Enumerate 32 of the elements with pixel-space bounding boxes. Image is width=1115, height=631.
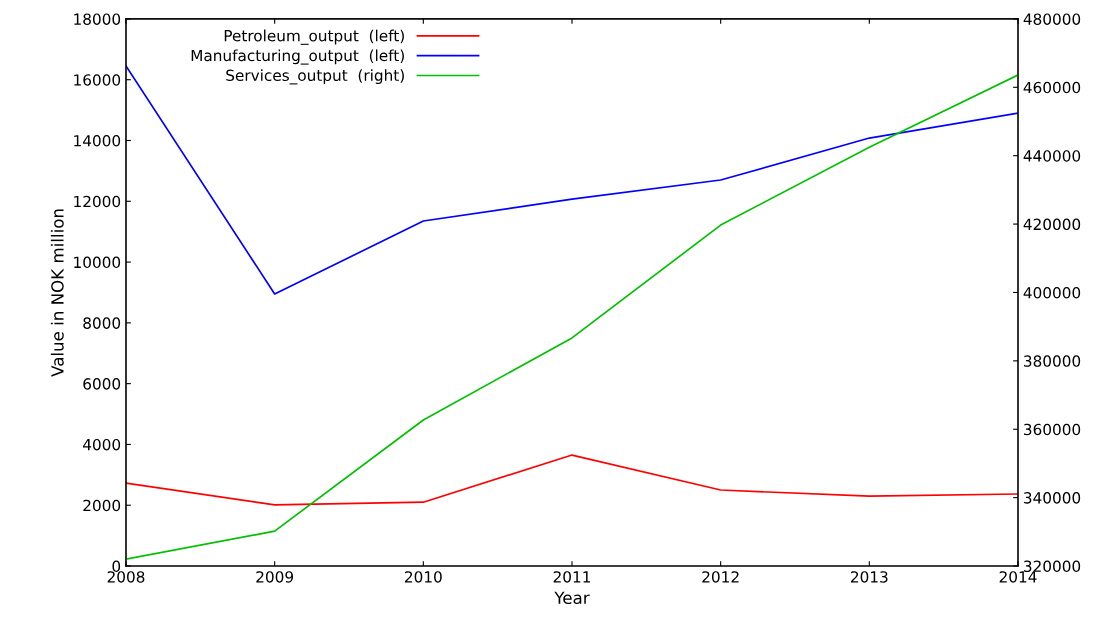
y2-tick-label: 420000 — [1023, 218, 1081, 231]
x-tick-label: 2013 — [851, 571, 888, 583]
y-tick-label: 6000 — [83, 378, 121, 390]
y2-tick-label: 460000 — [1023, 81, 1081, 94]
x-tick-label: 2014 — [999, 571, 1037, 583]
y2-tick-label: 380000 — [1024, 355, 1081, 367]
y2-tick-label: 360000 — [1024, 423, 1081, 436]
x-tick-label: 2009 — [256, 571, 294, 583]
y2-tick-label: 480000 — [1023, 13, 1081, 25]
y2-tick-label: 400000 — [1023, 286, 1081, 299]
x-tick-label: 2011 — [553, 571, 591, 583]
y-tick-label: 18000 — [74, 13, 121, 25]
y-tick-label: 10000 — [74, 256, 121, 269]
line-series — [126, 65, 1018, 295]
line-series — [126, 454, 1018, 506]
y-tick-label: 4000 — [83, 438, 121, 451]
y-tick-label: 8000 — [83, 317, 121, 329]
y-axis-title: Value in NOK million — [50, 209, 64, 377]
y2-tick-label: 440000 — [1023, 150, 1081, 162]
x-axis-title: Year — [554, 591, 590, 605]
legend-label: Petroleum_output (left) — [224, 29, 404, 45]
x-tick-label: 2008 — [107, 571, 145, 583]
x-tick-label: 2010 — [405, 571, 442, 583]
y-tick-label: 16000 — [74, 74, 121, 86]
y2-tick-label: 340000 — [1024, 492, 1081, 504]
legend-label: Services_output (right) — [226, 69, 404, 85]
y-tick-label: 14000 — [74, 134, 121, 147]
y2-tick-label: 320000 — [1024, 560, 1081, 573]
y-tick-label: 12000 — [74, 195, 121, 208]
x-tick-label: 2012 — [702, 571, 739, 583]
y-tick-label: 2000 — [83, 499, 121, 512]
legend-label: Manufacturing_output (left) — [191, 49, 404, 65]
